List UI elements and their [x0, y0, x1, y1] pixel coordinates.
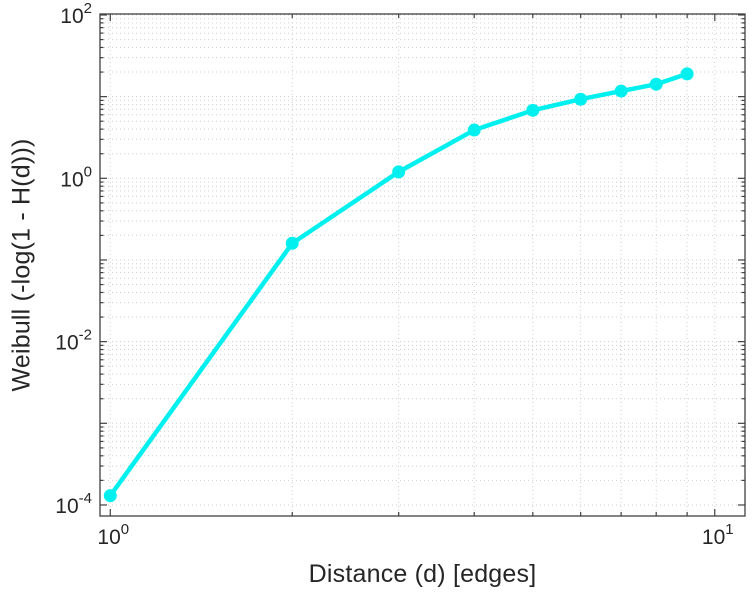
axis-box [99, 13, 746, 517]
data-point-marker [467, 123, 481, 137]
data-point-marker [649, 77, 663, 91]
data-point-marker [574, 92, 588, 106]
y-axis-title: Weibull (-log(1 - H(d))) [7, 138, 36, 392]
y-tick-label: 10-4 [55, 490, 92, 518]
y-tick-label: 102 [60, 0, 92, 28]
data-point-marker [680, 67, 694, 81]
y-tick-label: 100 [60, 163, 92, 191]
data-point-marker [392, 165, 406, 179]
x-axis-title: Distance (d) [edges] [308, 560, 537, 588]
data-point-marker [103, 489, 117, 503]
x-tick-label: 100 [97, 521, 129, 549]
y-tick-label: 10-2 [55, 327, 92, 355]
data-point-marker [614, 84, 628, 98]
data-point-marker [526, 103, 540, 117]
data-point-marker [285, 236, 299, 250]
x-tick-label: 101 [702, 521, 734, 549]
